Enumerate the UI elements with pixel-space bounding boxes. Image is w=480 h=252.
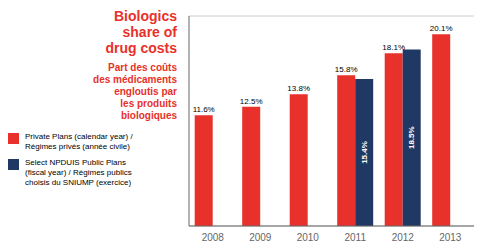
svg-text:2010: 2010	[297, 232, 320, 243]
svg-text:11.6%: 11.6%	[193, 105, 215, 114]
svg-text:2011: 2011	[344, 232, 366, 243]
svg-text:13.8%: 13.8%	[287, 84, 310, 93]
svg-text:2009: 2009	[249, 232, 272, 243]
html-text:share of: share of	[122, 24, 177, 40]
svg-text:2008: 2008	[202, 232, 225, 243]
html-text:choisis du SNIUMP (exercice): choisis du SNIUMP (exercice)	[25, 178, 132, 187]
html-text:Part des coûts: Part des coûts	[108, 62, 177, 73]
svg-text:18.5%: 18.5%	[407, 126, 416, 149]
html-text:engloutis par: engloutis par	[114, 86, 177, 97]
svg-text:20.1%: 20.1%	[430, 24, 453, 33]
svg-text:2013: 2013	[439, 232, 462, 243]
svg-text:2012: 2012	[392, 232, 415, 243]
html-text:drug costs: drug costs	[105, 40, 177, 56]
svg-text:15.4%: 15.4%	[360, 141, 369, 164]
svg-text:18.1%: 18.1%	[382, 43, 405, 52]
html-text:Private Plans (calendar year): Private Plans (calendar year) /	[25, 132, 133, 141]
html-text:Select NPDUIS Public Plans: Select NPDUIS Public Plans	[25, 158, 126, 167]
svg-text:15.8%: 15.8%	[335, 65, 358, 74]
html-text:(fiscal year) / Régimes public: (fiscal year) / Régimes publics	[25, 168, 132, 177]
html-text:les produits: les produits	[120, 98, 177, 109]
html-text:des médicaments: des médicaments	[93, 74, 177, 85]
html-text:Régimes privés (année civile): Régimes privés (année civile)	[25, 142, 130, 151]
html-text:biologiques: biologiques	[120, 110, 177, 121]
html-text:Biologics: Biologics	[114, 8, 177, 24]
svg-text:12.5%: 12.5%	[240, 97, 263, 106]
